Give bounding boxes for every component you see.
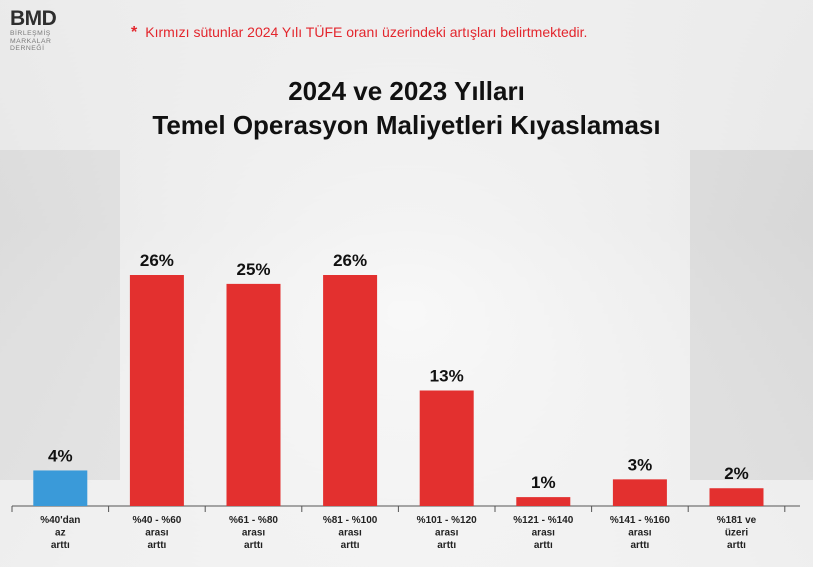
note-star: * [131, 24, 138, 41]
x-tick-label: %61 - %80 [229, 515, 278, 526]
x-tick-label: %101 - %120 [417, 515, 477, 526]
x-tick-label: arası [435, 528, 459, 539]
background-left-wall [0, 150, 120, 480]
note-text: Kırmızı sütunlar 2024 Yılı TÜFE oranı üz… [145, 24, 588, 40]
data-label: 26% [140, 251, 174, 270]
x-tick-label: arttı [534, 540, 553, 551]
logo-subtitle: BİRLEŞMİŞ MARKALAR DERNEĞİ [10, 30, 52, 52]
x-tick-label: %141 - %160 [610, 515, 670, 526]
data-label: 26% [333, 251, 367, 270]
bar [323, 275, 378, 506]
x-tick-label: arttı [244, 540, 263, 551]
bar [226, 283, 281, 506]
chart-title-line-2: Temel Operasyon Maliyetleri Kıyaslaması [152, 110, 661, 140]
data-label: 13% [430, 367, 464, 386]
x-tick-label: %40 - %60 [132, 515, 181, 526]
x-tick-label: %81 - %100 [323, 515, 378, 526]
data-label: 1% [531, 473, 556, 492]
x-tick-label: arası [242, 528, 266, 539]
bar [33, 470, 88, 506]
x-tick-label: üzeri [725, 528, 749, 539]
data-label: 25% [236, 260, 270, 279]
bar [419, 390, 474, 506]
x-tick-label: arttı [147, 540, 166, 551]
x-tick-label: arttı [630, 540, 649, 551]
x-tick-label: %121 - %140 [513, 515, 573, 526]
background-right-wall [690, 150, 813, 480]
x-tick-label: arttı [51, 540, 70, 551]
bar [612, 479, 667, 506]
bar [129, 275, 184, 506]
x-tick-label: %40'dan [40, 515, 80, 526]
x-tick-label: arası [338, 528, 362, 539]
x-tick-label: arası [628, 528, 652, 539]
x-tick-label: arttı [341, 540, 360, 551]
data-label: 4% [48, 446, 73, 465]
bmd-logo: BMD BİRLEŞMİŞ MARKALAR DERNEĞİ [10, 7, 57, 53]
footnote: * Kırmızı sütunlar 2024 Yılı TÜFE oranı ü… [131, 24, 587, 42]
x-tick-label: %181 ve [717, 515, 757, 526]
data-label: 3% [628, 455, 653, 474]
x-tick-label: az [55, 528, 66, 539]
bar [516, 497, 571, 506]
chart-title-line-1: 2024 ve 2023 Yılları [288, 76, 525, 106]
x-tick-label: arası [532, 528, 556, 539]
bar [709, 488, 764, 506]
chart-title: 2024 ve 2023 Yılları Temel Operasyon Mal… [0, 74, 813, 142]
x-tick-label: arası [145, 528, 169, 539]
logo-mark: BMD [10, 7, 57, 30]
x-tick-label: arttı [727, 540, 746, 551]
data-label: 2% [724, 464, 749, 483]
x-tick-label: arttı [437, 540, 456, 551]
